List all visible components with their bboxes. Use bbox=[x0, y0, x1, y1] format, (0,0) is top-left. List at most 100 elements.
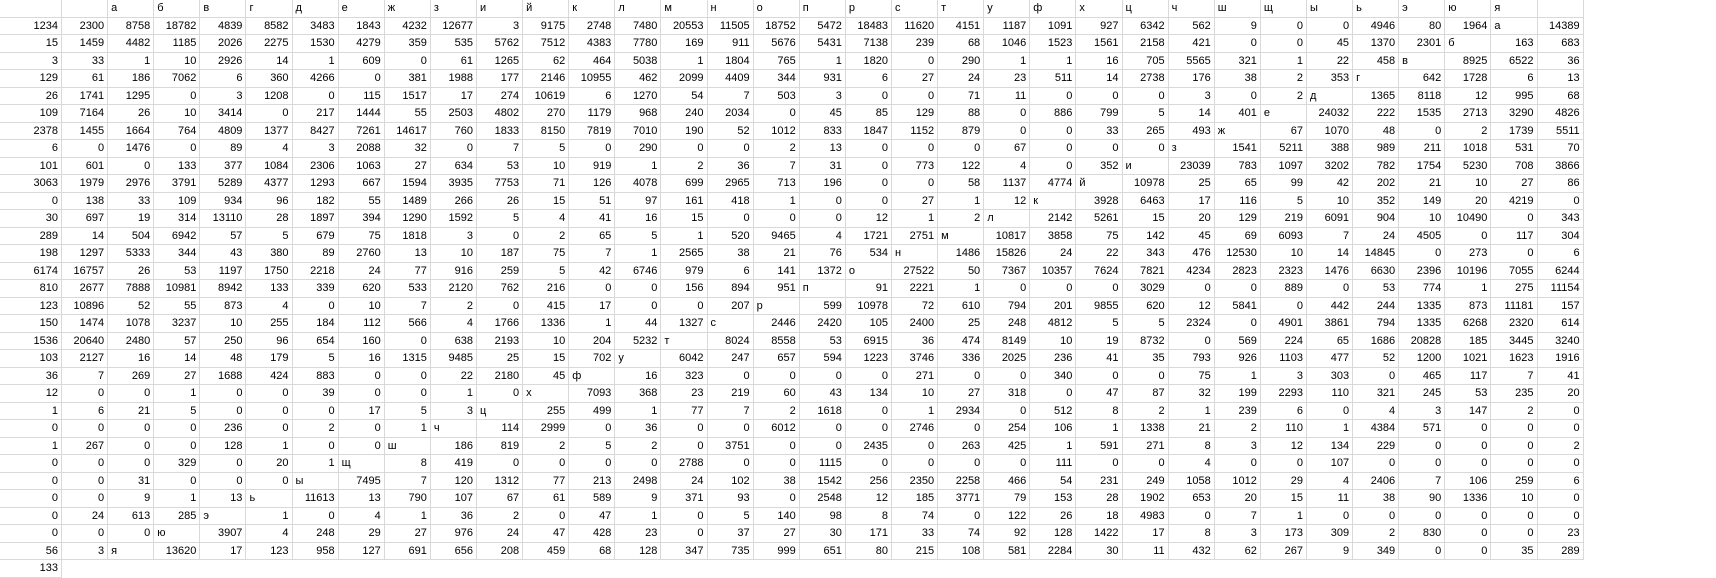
column-header[interactable]: а bbox=[108, 0, 155, 18]
total-cell[interactable]: 1843 bbox=[338, 17, 385, 35]
data-cell[interactable]: 7 bbox=[384, 297, 431, 315]
data-cell[interactable]: 27 bbox=[938, 385, 985, 403]
data-cell[interactable]: 179 bbox=[246, 350, 293, 368]
data-cell[interactable]: 642 bbox=[1399, 70, 1446, 88]
data-cell[interactable]: 0 bbox=[1214, 280, 1261, 298]
data-cell[interactable]: 0 bbox=[1122, 455, 1169, 473]
data-cell[interactable]: 1058 bbox=[1168, 472, 1215, 490]
data-cell[interactable]: 211 bbox=[1399, 140, 1446, 158]
data-cell[interactable]: 2965 bbox=[707, 175, 754, 193]
data-cell[interactable]: 0 bbox=[891, 52, 939, 70]
data-cell[interactable]: 41 bbox=[1537, 367, 1584, 385]
data-cell[interactable]: 7 bbox=[384, 472, 431, 490]
data-cell[interactable]: 248 bbox=[984, 315, 1031, 333]
row-label[interactable]: ы bbox=[292, 472, 339, 490]
data-cell[interactable]: 53 bbox=[1353, 280, 1400, 298]
data-cell[interactable]: 4812 bbox=[1030, 315, 1077, 333]
data-cell[interactable]: 3290 bbox=[1491, 105, 1538, 123]
data-cell[interactable]: 5511 bbox=[1537, 122, 1584, 140]
data-cell[interactable]: 0 bbox=[891, 455, 939, 473]
row-label[interactable]: ь bbox=[246, 490, 293, 508]
data-cell[interactable]: 22 bbox=[1076, 245, 1123, 263]
data-cell[interactable]: 886 bbox=[1030, 105, 1077, 123]
total-cell[interactable]: 9175 bbox=[523, 17, 570, 35]
data-cell[interactable]: 10978 bbox=[1122, 175, 1169, 193]
data-cell[interactable]: 968 bbox=[615, 105, 662, 123]
data-cell[interactable]: 1012 bbox=[1214, 472, 1261, 490]
data-cell[interactable]: 0 bbox=[1491, 420, 1538, 438]
data-cell[interactable]: 0 bbox=[1076, 87, 1123, 105]
data-cell[interactable]: 27 bbox=[384, 525, 431, 543]
data-cell[interactable]: 697 bbox=[62, 210, 109, 228]
data-cell[interactable]: 50 bbox=[938, 262, 985, 280]
row-label[interactable]: ш bbox=[384, 437, 431, 455]
data-cell[interactable]: 68 bbox=[938, 35, 985, 53]
data-cell[interactable]: 0 bbox=[1076, 455, 1123, 473]
data-cell[interactable]: 2350 bbox=[891, 472, 939, 490]
data-cell[interactable]: 344 bbox=[753, 70, 800, 88]
data-cell[interactable]: 6268 bbox=[1445, 315, 1492, 333]
data-cell[interactable]: 12530 bbox=[1214, 245, 1261, 263]
data-cell[interactable]: 28 bbox=[1076, 490, 1123, 508]
data-cell[interactable]: 36 bbox=[891, 332, 939, 350]
data-cell[interactable]: 53 bbox=[476, 157, 524, 175]
data-cell[interactable]: 17 bbox=[569, 297, 616, 315]
data-cell[interactable]: 10 bbox=[1030, 332, 1077, 350]
data-cell[interactable]: 96 bbox=[246, 192, 293, 210]
data-cell[interactable]: 830 bbox=[1399, 525, 1446, 543]
data-cell[interactable]: 0 bbox=[1445, 525, 1492, 543]
data-cell[interactable]: 1833 bbox=[476, 122, 524, 140]
data-cell[interactable]: 269 bbox=[108, 367, 155, 385]
data-cell[interactable]: 184 bbox=[292, 315, 339, 333]
data-cell[interactable]: 23 bbox=[615, 525, 662, 543]
row-label[interactable]: р bbox=[753, 297, 800, 315]
data-cell[interactable]: 2 bbox=[1537, 437, 1584, 455]
data-cell[interactable]: 142 bbox=[1122, 227, 1169, 245]
data-cell[interactable]: 4383 bbox=[569, 35, 616, 53]
column-header[interactable]: е bbox=[338, 0, 385, 18]
data-cell[interactable]: 10896 bbox=[62, 297, 109, 315]
data-cell[interactable]: 43 bbox=[799, 385, 846, 403]
data-cell[interactable]: 0 bbox=[1537, 420, 1584, 438]
data-cell[interactable]: 1847 bbox=[845, 122, 892, 140]
data-cell[interactable]: 10 bbox=[1445, 175, 1492, 193]
data-cell[interactable]: 0 bbox=[1399, 245, 1446, 263]
data-cell[interactable]: 4505 bbox=[1399, 227, 1446, 245]
data-cell[interactable]: 213 bbox=[569, 472, 616, 490]
data-cell[interactable]: 0 bbox=[1537, 507, 1584, 525]
data-cell[interactable]: 42 bbox=[569, 262, 616, 280]
data-cell[interactable]: 0 bbox=[1537, 192, 1584, 210]
data-cell[interactable]: 219 bbox=[1260, 210, 1307, 228]
data-cell[interactable]: 1897 bbox=[292, 210, 339, 228]
data-cell[interactable]: 0 bbox=[845, 87, 892, 105]
data-cell[interactable]: 33 bbox=[108, 192, 155, 210]
data-cell[interactable]: 5 bbox=[523, 140, 570, 158]
data-cell[interactable]: 16757 bbox=[62, 262, 109, 280]
data-cell[interactable]: 7093 bbox=[569, 385, 616, 403]
data-cell[interactable]: 5289 bbox=[200, 175, 247, 193]
data-cell[interactable]: 30 bbox=[1076, 542, 1123, 560]
data-cell[interactable]: 7 bbox=[1306, 227, 1354, 245]
data-cell[interactable]: 911 bbox=[707, 35, 754, 53]
data-cell[interactable]: 91 bbox=[845, 280, 892, 298]
data-cell[interactable]: 8427 bbox=[292, 122, 339, 140]
data-cell[interactable]: 27 bbox=[891, 192, 939, 210]
data-cell[interactable]: 5 bbox=[1260, 192, 1307, 210]
data-cell[interactable]: 4901 bbox=[1260, 315, 1307, 333]
data-cell[interactable]: 2025 bbox=[984, 350, 1031, 368]
data-cell[interactable]: 0 bbox=[1445, 437, 1492, 455]
data-cell[interactable]: 1523 bbox=[1030, 35, 1077, 53]
data-cell[interactable]: 794 bbox=[1353, 315, 1400, 333]
data-cell[interactable]: 0 bbox=[569, 455, 616, 473]
data-cell[interactable]: 90 bbox=[1399, 490, 1446, 508]
data-cell[interactable]: 394 bbox=[338, 210, 385, 228]
data-cell[interactable]: 1820 bbox=[845, 52, 892, 70]
data-cell[interactable]: 37 bbox=[707, 525, 754, 543]
data-cell[interactable]: 0 bbox=[62, 140, 109, 158]
data-cell[interactable]: 161 bbox=[661, 192, 708, 210]
data-cell[interactable]: 2713 bbox=[1445, 105, 1492, 123]
data-cell[interactable]: 10 bbox=[1399, 210, 1446, 228]
data-cell[interactable]: 186 bbox=[108, 70, 155, 88]
data-cell[interactable]: 951 bbox=[753, 280, 800, 298]
total-cell[interactable]: 4232 bbox=[384, 17, 431, 35]
